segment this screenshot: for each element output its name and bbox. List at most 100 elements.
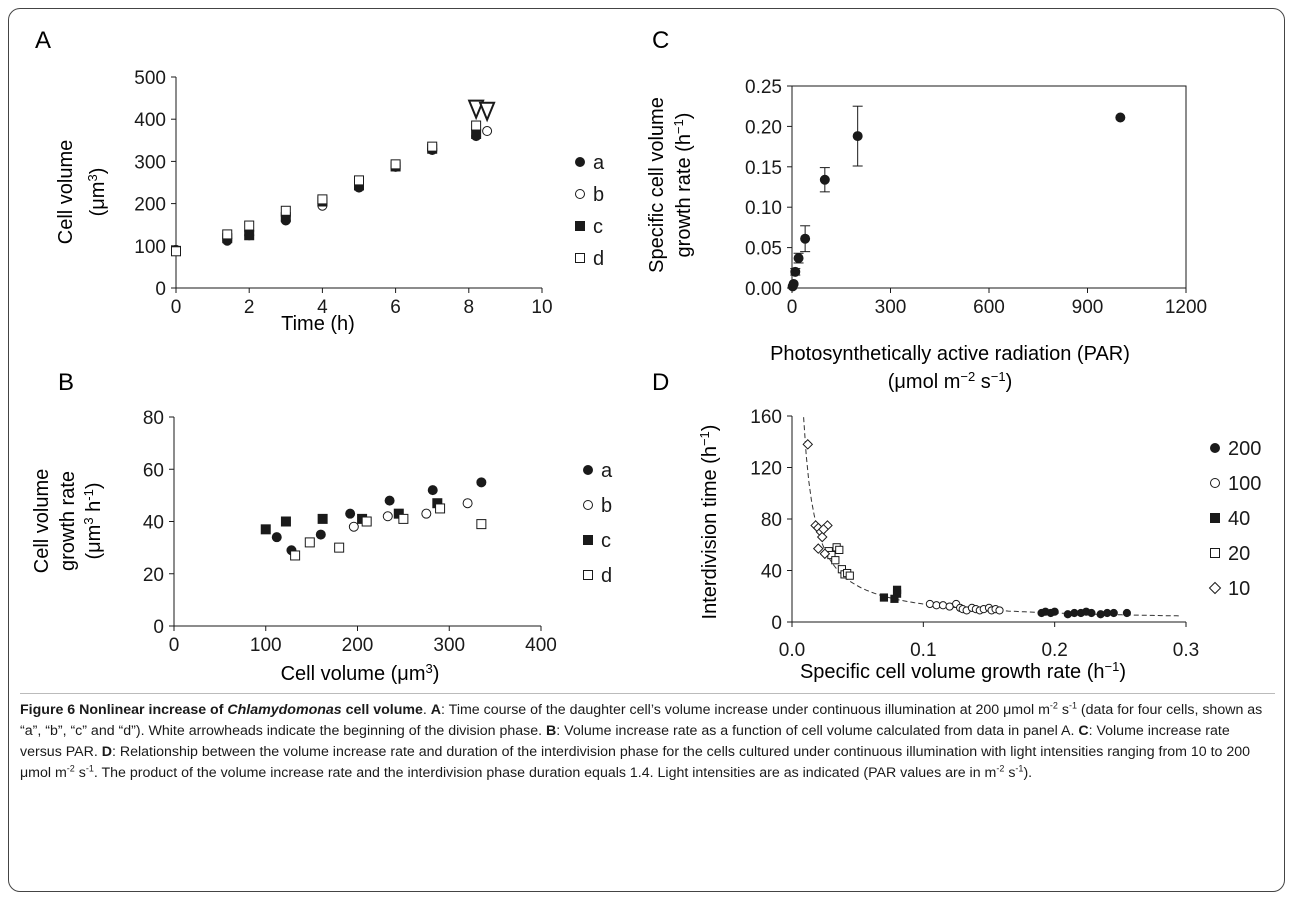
legend-label-d: d bbox=[601, 565, 612, 587]
data-point-d bbox=[317, 194, 328, 205]
panel-b-xlabel: Cell volume (μm3) bbox=[281, 661, 440, 685]
legend-label-b: b bbox=[593, 184, 604, 206]
x-tick-label: 300 bbox=[433, 635, 465, 656]
legend-label-200: 200 bbox=[1228, 438, 1261, 460]
figure-caption: Figure 6 Nonlinear increase of Chlamydom… bbox=[20, 700, 1263, 781]
y-tick-label: 0.20 bbox=[745, 117, 782, 138]
caption-divider bbox=[20, 693, 1275, 694]
x-tick-label: 4 bbox=[317, 297, 328, 318]
x-tick-label: 0 bbox=[787, 297, 798, 318]
data-point-100 bbox=[995, 606, 1004, 615]
data-point-a bbox=[271, 532, 282, 543]
data-point-mean bbox=[788, 278, 799, 289]
panel-c-ylabel-2: growth rate (h−1) bbox=[671, 113, 695, 258]
legend-label-10: 10 bbox=[1228, 578, 1250, 600]
data-point-10 bbox=[802, 439, 814, 450]
x-tick-label: 0.2 bbox=[1041, 640, 1067, 661]
x-tick-label: 8 bbox=[464, 297, 475, 318]
panel-c-xlabel-1: Photosynthetically active radiation (PAR… bbox=[770, 343, 1130, 365]
y-tick-label: 300 bbox=[134, 152, 166, 173]
data-point-d bbox=[398, 513, 409, 524]
data-point-c bbox=[317, 513, 328, 524]
data-point-c bbox=[471, 128, 482, 139]
legend-label-c: c bbox=[593, 216, 603, 238]
data-point-b bbox=[482, 126, 493, 137]
y-tick-label: 200 bbox=[134, 195, 166, 216]
data-point-d bbox=[334, 542, 345, 553]
caption-figure-label: Figure 6 bbox=[20, 702, 76, 718]
data-point-200 bbox=[1087, 608, 1096, 618]
y-tick-label: 0 bbox=[155, 279, 166, 300]
data-point-mean bbox=[1115, 112, 1126, 123]
data-point-d bbox=[304, 537, 315, 548]
data-point-a bbox=[476, 477, 487, 488]
x-tick-label: 0.1 bbox=[910, 640, 936, 661]
y-tick-label: 0.05 bbox=[745, 239, 782, 260]
data-point-40 bbox=[879, 593, 889, 602]
legend-label-a: a bbox=[593, 152, 605, 174]
legend-marker-c bbox=[575, 221, 585, 231]
data-point-20 bbox=[845, 571, 854, 580]
data-point-10 bbox=[819, 548, 831, 560]
legend-marker-b bbox=[575, 189, 585, 199]
panel-a-xlabel: Time (h) bbox=[281, 313, 355, 335]
y-tick-label: 0 bbox=[771, 613, 782, 634]
legend-label-100: 100 bbox=[1228, 473, 1261, 495]
legend-label-c: c bbox=[601, 530, 611, 552]
caption-label-a: A bbox=[430, 702, 442, 718]
plot-frame bbox=[791, 85, 1187, 289]
data-point-10 bbox=[818, 523, 829, 535]
y-tick-label: 0 bbox=[153, 617, 164, 638]
x-tick-label: 600 bbox=[973, 297, 1005, 318]
legend-marker-20 bbox=[1210, 548, 1220, 558]
data-point-d bbox=[171, 246, 181, 257]
data-point-d bbox=[354, 175, 364, 186]
data-point-d bbox=[390, 159, 401, 170]
y-tick-label: 120 bbox=[750, 459, 782, 480]
data-point-20 bbox=[835, 545, 844, 554]
legend-marker-100 bbox=[1210, 478, 1220, 488]
data-point-b bbox=[421, 508, 432, 519]
data-point-a bbox=[427, 485, 438, 496]
x-tick-label: 0 bbox=[169, 635, 180, 656]
data-point-c bbox=[244, 230, 255, 241]
x-tick-label: 6 bbox=[390, 297, 401, 318]
data-point-100 bbox=[925, 599, 935, 609]
panel-b-ylabel-1: Cell volume bbox=[31, 469, 53, 573]
legend-marker-c bbox=[583, 535, 593, 545]
data-point-b bbox=[348, 521, 359, 532]
data-point-mean bbox=[852, 131, 863, 142]
data-point-a bbox=[345, 508, 356, 519]
panel-c-chart: 0 300 600 900 1200 0.00 0.05 0.10 0.15 0.20 0.25 bbox=[745, 77, 1207, 318]
data-point-d bbox=[471, 120, 482, 131]
data-point-200 bbox=[1109, 608, 1118, 618]
legend-label-40: 40 bbox=[1228, 508, 1250, 530]
x-tick-label: 0.3 bbox=[1173, 640, 1199, 661]
data-point-d bbox=[244, 220, 255, 231]
data-point-d bbox=[280, 205, 291, 216]
data-point-d bbox=[361, 516, 372, 527]
data-point-mean bbox=[819, 174, 830, 185]
x-tick-label: 1200 bbox=[1165, 297, 1207, 318]
x-tick-label: 300 bbox=[875, 297, 907, 318]
x-tick-label: 400 bbox=[525, 635, 557, 656]
y-tick-label: 60 bbox=[143, 460, 164, 481]
data-point-b bbox=[462, 498, 473, 509]
panel-d-xlabel: Specific cell volume growth rate (h−1) bbox=[800, 659, 1126, 683]
x-tick-label: 10 bbox=[531, 297, 552, 318]
y-tick-label: 100 bbox=[134, 237, 166, 258]
y-tick-label: 0.15 bbox=[745, 158, 782, 179]
panel-b-ylabel-unit: (μm3 h-1) bbox=[81, 483, 105, 560]
legend-label-20: 20 bbox=[1228, 543, 1250, 565]
legend-marker-40 bbox=[1210, 513, 1220, 523]
legend-marker-d bbox=[575, 253, 585, 263]
panel-c-ylabel-1: Specific cell volume bbox=[646, 97, 668, 273]
y-tick-label: 80 bbox=[761, 510, 782, 531]
data-point-d bbox=[435, 503, 446, 514]
caption-label-c: C bbox=[1078, 723, 1089, 739]
data-point-mean bbox=[800, 233, 811, 244]
x-tick-label: 0.0 bbox=[779, 640, 805, 661]
data-point-d bbox=[427, 141, 438, 152]
